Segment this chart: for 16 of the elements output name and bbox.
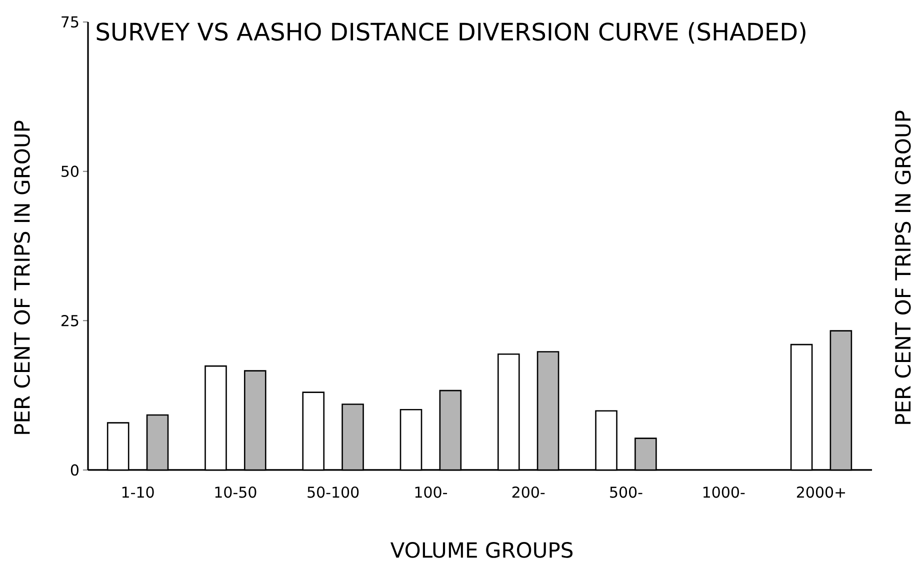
x-tick-label: 10-50 xyxy=(215,486,256,498)
x-tick-label: 100- xyxy=(415,486,447,498)
x-tick-label: 200- xyxy=(512,486,545,498)
x-tick-label: 1-10 xyxy=(122,486,154,498)
y2-axis-title: PER CENT OF TRIPS IN GROUP xyxy=(894,110,911,424)
x-tick-label: 50-100 xyxy=(308,486,359,498)
y-tick-label: 25 xyxy=(61,314,78,326)
x-axis-title: VOLUME GROUPS xyxy=(390,542,573,558)
x-tick-label: 2000+ xyxy=(796,486,846,498)
y-tick-label: 0 xyxy=(70,464,78,476)
y-tick-label: 75 xyxy=(62,16,78,28)
y-axis-title: PER CENT OF TRIPS IN GROUP xyxy=(14,120,30,434)
chart-title: SURVEY VS AASHO DISTANCE DIVERSION CURVE (SHADED) xyxy=(96,22,806,44)
y-tick-label: 50 xyxy=(62,166,78,177)
x-tick-label: 500- xyxy=(610,486,642,498)
x-tick-label: 1000- xyxy=(703,486,745,498)
